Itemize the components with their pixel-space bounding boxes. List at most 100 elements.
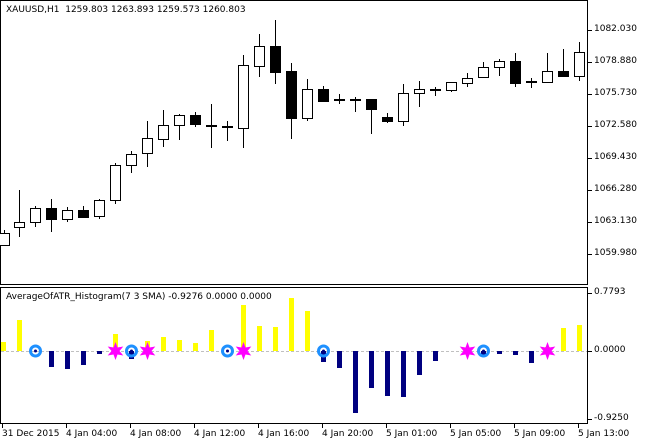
candle-bull: [14, 222, 25, 228]
price-chart-pane[interactable]: XAUUSD,H1 1259.803 1263.893 1259.573 126…: [0, 0, 588, 285]
histogram-bar: [385, 351, 390, 396]
circle-marker-icon: [317, 344, 330, 358]
candle-bull: [462, 78, 473, 84]
histogram-bar: [289, 298, 294, 351]
candle-bull: [542, 71, 553, 83]
price-axis-label: 1078.880: [594, 56, 637, 66]
price-axis-label: 1082.030: [594, 24, 637, 34]
histogram-bar: [337, 351, 342, 368]
indicator-axis-label: -0.9250: [594, 413, 629, 423]
candle-bear: [190, 115, 201, 125]
star-marker-icon: [139, 342, 156, 360]
candle-bear: [366, 99, 377, 110]
candle-bull: [302, 89, 313, 119]
candle-bull: [398, 93, 409, 122]
time-axis-label: 5 Jan 05:00: [450, 429, 502, 439]
circle-marker-icon: [477, 344, 490, 358]
candle-bull: [158, 125, 169, 140]
histogram-bar: [529, 351, 534, 363]
candle-bear: [78, 210, 89, 218]
time-axis-label: 4 Jan 08:00: [130, 429, 182, 439]
candle-bull: [478, 67, 489, 78]
candle-doji: [222, 126, 233, 128]
candle-bull: [94, 200, 105, 217]
candle-doji: [350, 99, 361, 101]
candle-doji: [334, 99, 345, 101]
candle-bull: [142, 138, 153, 154]
candle-doji: [206, 125, 217, 127]
histogram-bar: [49, 351, 54, 367]
histogram-bar: [17, 320, 22, 351]
candle-bear: [382, 117, 393, 122]
candle-bear: [558, 71, 569, 77]
indicator-title: AverageOfATR_Histogram(7 3 SMA) -0.9276 …: [6, 292, 272, 302]
histogram-bar: [513, 351, 518, 355]
price-chart-title: XAUUSD,H1 1259.803 1263.893 1259.573 126…: [6, 5, 246, 15]
price-axis-label: 1066.280: [594, 184, 637, 194]
circle-marker-dot: [130, 349, 133, 353]
candle-bear: [270, 46, 281, 73]
price-axis-label: 1072.580: [594, 120, 637, 130]
histogram-bar: [1, 342, 6, 351]
time-axis-label: 5 Jan 09:00: [514, 429, 566, 439]
histogram-bar: [561, 328, 566, 351]
histogram-bar: [417, 351, 422, 375]
time-axis-label: 31 Dec 2015: [2, 429, 60, 439]
indicator-axis-label: 0.7793: [594, 287, 626, 297]
circle-marker-icon: [125, 344, 138, 358]
candle-bull: [30, 208, 41, 223]
candle-bear: [318, 89, 329, 102]
histogram-bar: [433, 351, 438, 361]
circle-marker-dot: [482, 349, 485, 353]
price-axis-label: 1075.730: [594, 88, 637, 98]
time-axis-label: 4 Jan 04:00: [66, 429, 118, 439]
histogram-bar: [369, 351, 374, 388]
histogram-bar: [481, 351, 486, 357]
time-axis-label: 4 Jan 16:00: [258, 429, 310, 439]
candle-bull: [126, 154, 137, 166]
histogram-bar: [81, 351, 86, 365]
histogram-bar: [273, 327, 278, 351]
time-axis-label: 5 Jan 01:00: [386, 429, 438, 439]
histogram-bar: [353, 351, 358, 413]
circle-marker-icon: [29, 344, 42, 358]
star-marker-icon: [107, 342, 124, 360]
histogram-bar: [161, 337, 166, 351]
star-marker-icon: [235, 342, 252, 360]
histogram-bar: [241, 305, 246, 351]
candle-doji: [526, 81, 537, 83]
indicator-axis-label: 0.0000: [594, 345, 626, 355]
circle-marker-dot: [34, 349, 37, 353]
price-axis-label: 1063.130: [594, 216, 637, 226]
candle-bear: [46, 208, 57, 220]
histogram-bar: [97, 351, 102, 354]
candle-doji: [430, 89, 441, 91]
candle-bull: [62, 210, 73, 220]
star-marker-icon: [539, 342, 556, 360]
circle-marker-dot: [322, 349, 325, 353]
histogram-bar: [305, 311, 310, 351]
price-axis-label: 1069.430: [594, 152, 637, 162]
candle-bull: [174, 115, 185, 126]
candle-bull: [110, 165, 121, 201]
histogram-bar: [577, 325, 582, 351]
candle-bull: [414, 89, 425, 94]
candle-bear: [286, 71, 297, 119]
time-axis-label: 4 Jan 12:00: [194, 429, 246, 439]
time-axis-label: 4 Jan 20:00: [322, 429, 374, 439]
histogram-bar: [401, 351, 406, 397]
candle-bull: [574, 52, 585, 77]
price-axis-label: 1059.980: [594, 248, 637, 258]
candle-bull: [238, 65, 249, 129]
histogram-bar: [177, 340, 182, 351]
candle-bear: [510, 61, 521, 84]
histogram-bar: [497, 351, 502, 354]
histogram-bar: [257, 326, 262, 351]
histogram-bar: [193, 343, 198, 351]
time-axis-label: 5 Jan 13:00: [578, 429, 630, 439]
circle-marker-icon: [221, 344, 234, 358]
candle-bull: [254, 46, 265, 67]
candle-bull: [494, 61, 505, 68]
histogram-bar: [65, 351, 70, 369]
